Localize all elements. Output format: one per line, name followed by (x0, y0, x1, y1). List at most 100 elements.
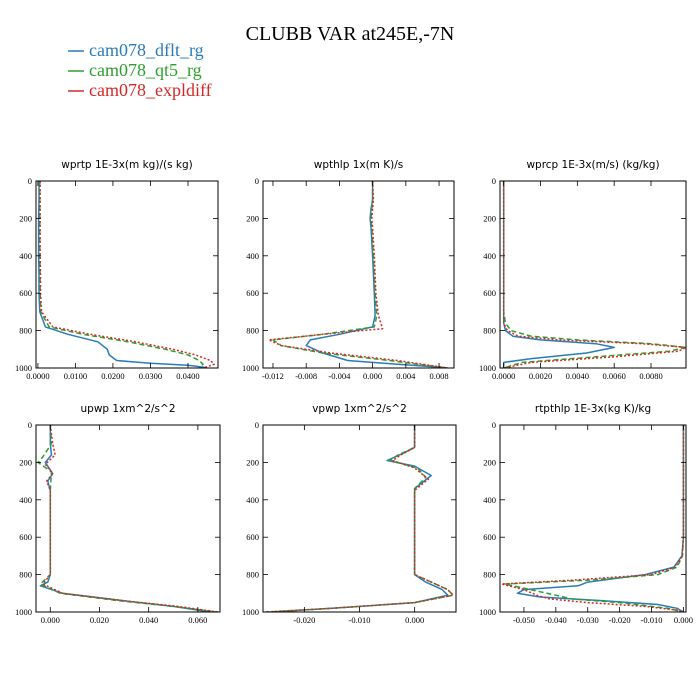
x-tick-label: -0.004 (328, 371, 351, 381)
y-tick-label: 200 (483, 213, 496, 223)
x-tick-label: 0.008 (429, 371, 448, 381)
x-tick-label: -0.020 (293, 615, 315, 625)
x-tick-label: 0.0100 (64, 371, 87, 381)
x-tick-label: 0.0020 (529, 371, 552, 381)
y-tick-label: 800 (483, 326, 496, 336)
y-tick-label: 1000 (242, 363, 259, 373)
y-tick-label: 0 (492, 420, 496, 430)
plot-frame (262, 180, 455, 369)
y-tick-label: 0 (255, 420, 259, 430)
legend-label: cam078_expldiff (89, 80, 212, 100)
x-tick-label: 0.040 (139, 615, 158, 625)
chart-panel: wprcp 1E-3x(m/s) (kg/kg) 0.0000 0.0020 0.00… (479, 159, 687, 381)
panel-title: wprcp 1E-3x(m/s) (kg/kg) (526, 159, 659, 171)
x-tick-label: 0.060 (188, 615, 207, 625)
panel-title: rtpthlp 1E-3x(kg K)/kg (535, 403, 651, 415)
plot-frame (499, 180, 687, 369)
x-tick-label: -0.050 (513, 615, 535, 625)
y-tick-label: 0 (28, 176, 32, 186)
y-tick-label: 600 (246, 288, 259, 298)
x-tick-label: -0.010 (349, 615, 371, 625)
series-group (37, 181, 215, 368)
series-line-cam078_qt5_rg (265, 425, 454, 612)
plot-frame (499, 424, 687, 613)
y-tick-label: 400 (483, 251, 496, 261)
plot-frame (35, 424, 221, 613)
y-tick-label: 1000 (479, 363, 496, 373)
series-group (265, 425, 454, 612)
y-tick-label: 1000 (479, 607, 496, 617)
series-line-cam078_dflt_rg (516, 425, 685, 612)
series-line-cam078_expldiff (265, 425, 454, 612)
y-tick-label: 800 (246, 570, 259, 580)
legend-entry: cam078_dflt_rg (68, 40, 204, 60)
panels: wprtp 1E-3x(m kg)/(s kg)0.0000 0.0100 0.02… (15, 159, 693, 625)
y-tick-label: 400 (246, 251, 259, 261)
y-tick-label: 200 (19, 213, 32, 223)
y-tick-label: 800 (246, 326, 259, 336)
series-group (500, 425, 685, 612)
y-tick-label: 400 (246, 495, 259, 505)
x-tick-label: 0.0080 (639, 371, 662, 381)
series-line-cam078_expldiff (268, 181, 448, 368)
chart-panel: wpthlp 1x(m K)/s -0.012 -0.008 -0.004 0.000 0… (242, 159, 455, 381)
y-tick-label: 600 (19, 532, 32, 542)
x-tick-label: 0.0200 (101, 371, 124, 381)
x-tick-label: 0.0000 (492, 371, 515, 381)
chart-panel: rtpthlp 1E-3x(kg K)/kg -0.050 -0.040 -0.030… (479, 403, 693, 625)
series-line-cam078_expldiff (39, 181, 215, 368)
series-line-cam078_dflt_rg (39, 425, 211, 612)
x-tick-label: -0.008 (295, 371, 317, 381)
y-tick-label: 800 (483, 570, 496, 580)
y-tick-label: 200 (246, 457, 259, 467)
series-line-cam078_qt5_rg (272, 181, 448, 368)
y-tick-label: 400 (19, 251, 32, 261)
y-tick-label: 200 (483, 457, 496, 467)
y-tick-label: 800 (19, 570, 32, 580)
x-tick-label: -0.040 (545, 615, 567, 625)
legend-entry: cam078_qt5_rg (68, 60, 202, 80)
series-line-cam078_qt5_rg (502, 181, 686, 368)
panel-title: upwp 1xm^2/s^2 (81, 403, 176, 415)
y-tick-label: 0 (492, 176, 496, 186)
plot-frame (35, 180, 219, 369)
series-group (502, 181, 686, 368)
series-group (268, 181, 448, 368)
figure-title: CLUBB VAR at245E,-7N (246, 23, 455, 45)
y-tick-label: 200 (246, 213, 259, 223)
series-line-cam078_dflt_rg (305, 181, 448, 368)
y-tick-label: 1000 (15, 607, 32, 617)
x-tick-label: 0.0040 (566, 371, 589, 381)
y-tick-label: 400 (19, 495, 32, 505)
y-tick-label: 600 (19, 288, 32, 298)
y-tick-label: 0 (255, 176, 259, 186)
legend-label: cam078_qt5_rg (89, 60, 202, 80)
x-tick-label: 0.0400 (176, 371, 199, 381)
series-group (37, 425, 218, 612)
x-tick-label: 0.020 (90, 615, 109, 625)
series-line-cam078_dflt_rg (502, 181, 615, 368)
x-tick-label: 0.0060 (602, 371, 625, 381)
y-tick-label: 1000 (242, 607, 259, 617)
y-tick-label: 0 (28, 420, 32, 430)
legend: cam078_dflt_rgcam078_qt5_rgcam078_expldi… (68, 40, 212, 100)
series-line-cam078_qt5_rg (504, 425, 685, 612)
y-tick-label: 600 (246, 532, 259, 542)
x-tick-label: -0.010 (641, 615, 663, 625)
panel-title: vpwp 1xm^2/s^2 (312, 403, 407, 415)
plot-frame (262, 424, 457, 613)
y-tick-label: 200 (19, 457, 32, 467)
x-tick-label: 0.0300 (139, 371, 162, 381)
series-line-cam078_qt5_rg (37, 425, 218, 612)
panel-title: wprtp 1E-3x(m kg)/(s kg) (61, 159, 192, 171)
y-tick-label: 800 (19, 326, 32, 336)
x-tick-label: -0.020 (609, 615, 631, 625)
series-line-cam078_expldiff (42, 425, 218, 612)
x-tick-label: 0.000 (41, 615, 60, 625)
y-tick-label: 600 (483, 288, 496, 298)
series-line-cam078_expldiff (500, 425, 685, 612)
x-tick-label: 0.000 (363, 371, 382, 381)
y-tick-label: 600 (483, 532, 496, 542)
x-tick-label: -0.030 (577, 615, 599, 625)
x-tick-label: 0.004 (396, 371, 416, 381)
